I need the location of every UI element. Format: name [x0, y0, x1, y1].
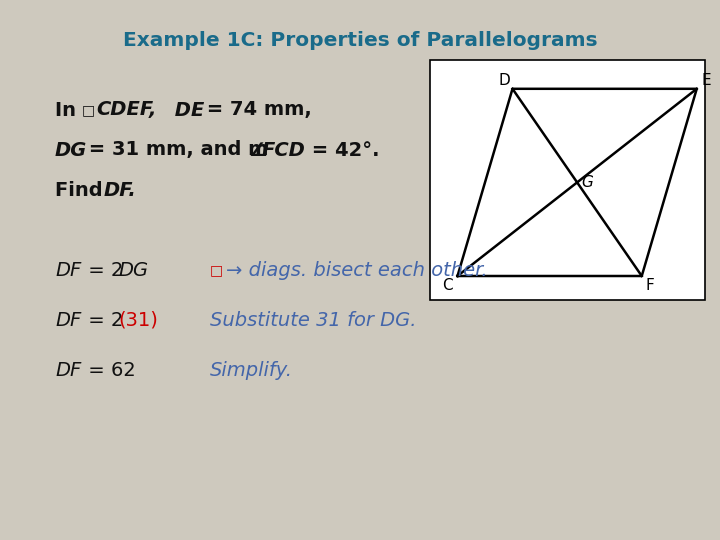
Text: Find: Find	[55, 180, 109, 199]
Text: DG: DG	[55, 140, 87, 159]
Text: □: □	[210, 263, 223, 277]
Text: CDEF,: CDEF,	[96, 100, 156, 119]
Text: = 42°.: = 42°.	[305, 140, 379, 159]
Text: C: C	[442, 279, 453, 294]
Text: Simplify.: Simplify.	[210, 361, 293, 380]
Text: D: D	[499, 73, 510, 89]
Text: In: In	[55, 100, 83, 119]
Text: (31): (31)	[118, 310, 158, 329]
Text: = 74 mm,: = 74 mm,	[200, 100, 312, 119]
Text: DF.: DF.	[104, 180, 137, 199]
Text: Substitute 31 for DG.: Substitute 31 for DG.	[210, 310, 416, 329]
Text: □: □	[82, 103, 95, 117]
Text: DF: DF	[55, 361, 81, 380]
Text: ∠: ∠	[248, 140, 266, 159]
Text: G: G	[581, 175, 593, 190]
Text: → diags. bisect each other.: → diags. bisect each other.	[226, 260, 487, 280]
FancyBboxPatch shape	[430, 60, 705, 300]
Text: FCD: FCD	[262, 140, 306, 159]
Text: DF: DF	[55, 310, 81, 329]
Text: E: E	[702, 73, 711, 89]
Text: = 2: = 2	[82, 260, 123, 280]
Text: Example 1C: Properties of Parallelograms: Example 1C: Properties of Parallelograms	[122, 30, 598, 50]
Text: DE: DE	[168, 100, 204, 119]
Text: DF: DF	[55, 260, 81, 280]
Text: DG: DG	[118, 260, 148, 280]
Text: = 31 mm, and m: = 31 mm, and m	[82, 140, 269, 159]
Text: = 2: = 2	[82, 310, 123, 329]
Text: F: F	[645, 279, 654, 294]
Text: = 62: = 62	[82, 361, 136, 380]
